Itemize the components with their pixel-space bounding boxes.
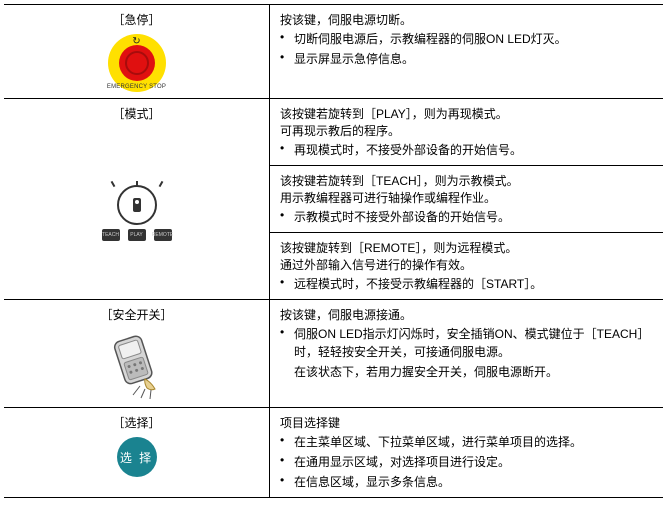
mode-tab-play: PLAY bbox=[128, 229, 146, 241]
label-estop: ［急停］ bbox=[12, 11, 261, 28]
safety-head: 按该键，伺服电源接通。 bbox=[280, 306, 653, 323]
select-b1: 在通用显示区域，对选择项目进行设定。 bbox=[294, 453, 653, 471]
icon-col-safety: ［安全开关］ bbox=[4, 300, 269, 407]
mode-s0-b0: 再现模式时，不接受外部设备的开始信号。 bbox=[294, 141, 653, 159]
estop-head: 按该键，伺服电源切断。 bbox=[280, 11, 653, 28]
estop-bullet-0: 切断伺服电源后，示教编程器的伺服ON LED灯灭。 bbox=[294, 30, 653, 48]
desc-select: 项目选择键 •在主菜单区域、下拉菜单区域，进行菜单项目的选择。 •在通用显示区域… bbox=[269, 408, 663, 497]
mode-s2-h1: 通过外部输入信号进行的操作有效。 bbox=[280, 256, 653, 273]
mode-switch-icon: TEACH PLAY REMOTE bbox=[102, 181, 172, 241]
estop-icon-text: EMERGENCY STOP bbox=[107, 84, 166, 90]
mode-tab-remote: REMOTE bbox=[154, 229, 172, 241]
desc-mode: 该按键若旋转到［PLAY］，则为再现模式。 可再现示教后的程序。 •再现模式时，… bbox=[269, 99, 663, 299]
key-reference-table: ［急停］ ↻ EMERGENCY STOP 按该键，伺服电源切断。 •切断伺服电… bbox=[4, 4, 663, 498]
mode-tab-teach: TEACH bbox=[102, 229, 120, 241]
mode-s1-h0: 该按键若旋转到［TEACH］，则为示教模式。 bbox=[280, 172, 653, 189]
label-mode: ［模式］ bbox=[12, 105, 261, 122]
label-safety: ［安全开关］ bbox=[12, 306, 261, 323]
estop-icon: ↻ EMERGENCY STOP bbox=[108, 34, 166, 92]
pendant-icon bbox=[105, 329, 169, 401]
select-b2: 在信息区域，显示多条信息。 bbox=[294, 473, 653, 491]
desc-estop: 按该键，伺服电源切断。 •切断伺服电源后，示教编程器的伺服ON LED灯灭。 •… bbox=[269, 5, 663, 98]
icon-col-estop: ［急停］ ↻ EMERGENCY STOP bbox=[4, 5, 269, 98]
mode-s0-h0: 该按键若旋转到［PLAY］，则为再现模式。 bbox=[280, 105, 653, 122]
row-mode: ［模式］ TEACH PLAY REMOTE 该按键若旋转到［PLAY］，则为再… bbox=[4, 98, 663, 299]
safety-b0: 伺服ON LED指示灯闪烁时，安全插销ON、模式键位于［TEACH］时，轻轻按安… bbox=[294, 325, 653, 361]
row-select: ［选择］ 选 择 项目选择键 •在主菜单区域、下拉菜单区域，进行菜单项目的选择。… bbox=[4, 407, 663, 498]
mode-s2-b0: 远程模式时，不接受示教编程器的［START］。 bbox=[294, 275, 653, 293]
estop-bullet-1: 显示屏显示急停信息。 bbox=[294, 50, 653, 68]
mode-s2-h0: 该按键旋转到［REMOTE］，则为远程模式。 bbox=[280, 239, 653, 256]
row-safety: ［安全开关］ 按该键，伺服电源接通。 bbox=[4, 299, 663, 407]
icon-col-mode: ［模式］ TEACH PLAY REMOTE bbox=[4, 99, 269, 299]
mode-s1-h1: 用示教编程器可进行轴操作或编程作业。 bbox=[280, 189, 653, 206]
mode-s1-b0: 示教模式时不接受外部设备的开始信号。 bbox=[294, 208, 653, 226]
row-estop: ［急停］ ↻ EMERGENCY STOP 按该键，伺服电源切断。 •切断伺服电… bbox=[4, 4, 663, 98]
safety-b1: 在该状态下，若用力握安全开关，伺服电源断开。 bbox=[294, 363, 653, 381]
label-select: ［选择］ bbox=[12, 414, 261, 431]
select-button-icon: 选 择 bbox=[117, 437, 157, 477]
select-b0: 在主菜单区域、下拉菜单区域，进行菜单项目的选择。 bbox=[294, 433, 653, 451]
select-head: 项目选择键 bbox=[280, 414, 653, 431]
desc-safety: 按该键，伺服电源接通。 •伺服ON LED指示灯闪烁时，安全插销ON、模式键位于… bbox=[269, 300, 663, 407]
mode-s0-h1: 可再现示教后的程序。 bbox=[280, 122, 653, 139]
icon-col-select: ［选择］ 选 择 bbox=[4, 408, 269, 497]
